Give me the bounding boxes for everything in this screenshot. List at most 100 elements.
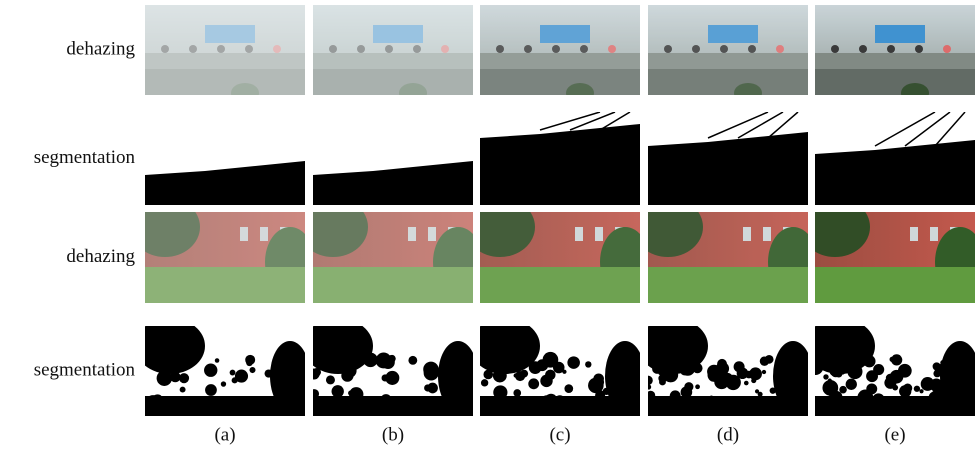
segment: [299, 375, 306, 382]
segment: [564, 384, 573, 393]
image-panel: [815, 112, 975, 205]
image-content: [648, 5, 808, 103]
image-content: [145, 112, 305, 205]
segment: [332, 385, 344, 397]
segment: [333, 362, 337, 366]
segment: [646, 391, 655, 400]
image-content: [470, 318, 645, 416]
segment: [205, 384, 217, 396]
image-panel: [633, 197, 818, 307]
segment: [620, 357, 629, 366]
segment: [380, 394, 391, 405]
image-panel: [470, 318, 645, 416]
segment: [309, 368, 320, 379]
segment: [643, 376, 653, 386]
segment: [967, 397, 974, 404]
column-label: (e): [884, 424, 905, 445]
segment: [808, 360, 823, 375]
image-panel: [130, 197, 315, 307]
segment: [890, 357, 895, 362]
segment: [249, 367, 255, 373]
segment: [585, 361, 591, 367]
image-content: [313, 112, 473, 205]
segment: [135, 318, 205, 374]
segment: [323, 356, 329, 362]
segment: [914, 386, 920, 392]
segment: [313, 396, 473, 416]
segment: [832, 359, 838, 365]
image-panel: [135, 318, 310, 416]
segment: [940, 360, 945, 365]
segment: [787, 370, 794, 377]
segment: [667, 359, 675, 367]
row-label: segmentation: [34, 359, 136, 380]
segment: [343, 364, 356, 377]
segment: [157, 370, 172, 385]
image-content: [145, 5, 305, 103]
image-panel: [480, 112, 640, 205]
segment: [659, 379, 666, 386]
image-content: [480, 5, 640, 103]
segment: [744, 381, 749, 386]
segment: [303, 318, 373, 374]
row-label: segmentation: [34, 147, 136, 168]
segment: [663, 370, 668, 375]
segment: [621, 382, 630, 391]
image-panel: [313, 112, 473, 205]
segment: [567, 356, 580, 369]
segment: [719, 397, 724, 402]
image-content: [298, 197, 483, 307]
segment: [235, 370, 248, 383]
segment: [491, 364, 497, 370]
haze: [480, 212, 640, 303]
segment: [784, 376, 789, 381]
segment: [356, 352, 367, 363]
segment: [630, 382, 638, 390]
image-panel: [805, 318, 978, 416]
image-panel: [480, 5, 640, 103]
column-label: (d): [717, 424, 739, 445]
segment: [840, 357, 846, 363]
segment: [933, 370, 941, 378]
segment: [553, 362, 565, 374]
segment: [265, 369, 273, 377]
segment: [839, 386, 847, 394]
segment: [748, 397, 762, 411]
row-label: dehazing: [66, 38, 135, 59]
segment: [722, 373, 733, 384]
segment: [528, 378, 539, 389]
segment: [387, 355, 395, 363]
segment: [786, 383, 800, 397]
segment: [541, 395, 552, 406]
segment: [689, 351, 698, 360]
segment: [246, 359, 253, 366]
image-content: [800, 197, 978, 307]
segment: [326, 375, 335, 384]
segment: [923, 383, 928, 388]
segment: [827, 389, 834, 396]
segment: [823, 374, 828, 379]
segment: [603, 388, 610, 395]
segment: [890, 370, 904, 384]
column-label: (a): [214, 424, 235, 445]
image-panel: [145, 112, 305, 205]
haze: [815, 5, 975, 95]
segment: [866, 383, 877, 394]
segment: [513, 389, 521, 397]
segment: [670, 390, 681, 401]
image-content: [130, 197, 315, 307]
segment: [514, 373, 518, 377]
figure: dehazingsegmentationdehazingsegmentation…: [0, 0, 978, 451]
segment: [170, 372, 181, 383]
segment: [310, 389, 319, 398]
segment: [866, 370, 878, 382]
segment: [830, 367, 839, 376]
segment: [681, 386, 693, 398]
segment: [382, 374, 389, 381]
segment: [531, 355, 536, 360]
segment: [230, 370, 236, 376]
image-panel: [303, 318, 478, 416]
segment: [749, 367, 762, 380]
segment: [709, 395, 714, 400]
segment: [444, 362, 448, 366]
